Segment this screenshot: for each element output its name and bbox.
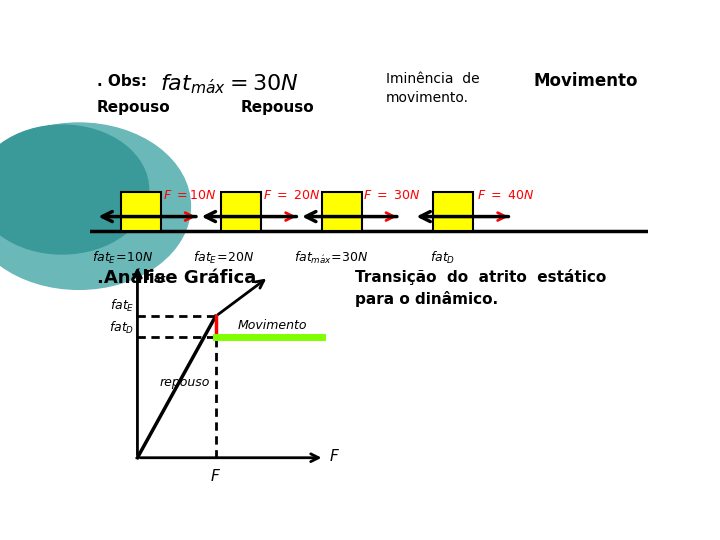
- Text: Movimento: Movimento: [238, 319, 307, 332]
- Text: repouso: repouso: [160, 376, 210, 389]
- Text: Repouso: Repouso: [240, 100, 315, 115]
- Text: $\mathbf{F_{at}}$: $\mathbf{F_{at}}$: [144, 268, 166, 285]
- Text: $fat_E$: $fat_E$: [110, 298, 135, 314]
- Text: . Obs:: . Obs:: [96, 74, 147, 89]
- Text: Movimento: Movimento: [534, 72, 638, 90]
- Circle shape: [0, 125, 148, 254]
- FancyBboxPatch shape: [322, 192, 361, 231]
- Text: $fat_D$: $fat_D$: [109, 320, 135, 336]
- Text: $fat_E\!=\!10N$: $fat_E\!=\!10N$: [91, 250, 153, 266]
- Text: $fat_{m\acute{a}x}\!=\!30N$: $fat_{m\acute{a}x}\!=\!30N$: [294, 250, 368, 266]
- Text: $F$: $F$: [210, 468, 221, 484]
- FancyBboxPatch shape: [221, 192, 261, 231]
- FancyBboxPatch shape: [433, 192, 473, 231]
- Text: .Análise Gráfica: .Análise Gráfica: [96, 268, 256, 287]
- Text: $fat_D$: $fat_D$: [431, 250, 456, 266]
- Text: $\it{F\ =\ 20N}$: $\it{F\ =\ 20N}$: [263, 189, 320, 202]
- Text: $\it{F\ =10N}$: $\it{F\ =10N}$: [163, 189, 216, 202]
- Circle shape: [0, 123, 190, 289]
- Text: $fat_E\!=\!20N$: $fat_E\!=\!20N$: [193, 250, 254, 266]
- Text: $F$: $F$: [329, 448, 340, 464]
- Text: Iminência  de
movimento.: Iminência de movimento.: [386, 72, 480, 105]
- Text: $\it{F\ =\ 30N}$: $\it{F\ =\ 30N}$: [364, 189, 421, 202]
- Text: $\it{F\ =\ 40N}$: $\it{F\ =\ 40N}$: [477, 189, 534, 202]
- Text: Transição  do  atrito  estático
para o dinâmico.: Transição do atrito estático para o dinâ…: [355, 268, 606, 307]
- FancyBboxPatch shape: [121, 192, 161, 231]
- Text: Repouso: Repouso: [96, 100, 171, 115]
- Text: $fat_{m\acute{a}x}=30N$: $fat_{m\acute{a}x}=30N$: [160, 72, 298, 96]
